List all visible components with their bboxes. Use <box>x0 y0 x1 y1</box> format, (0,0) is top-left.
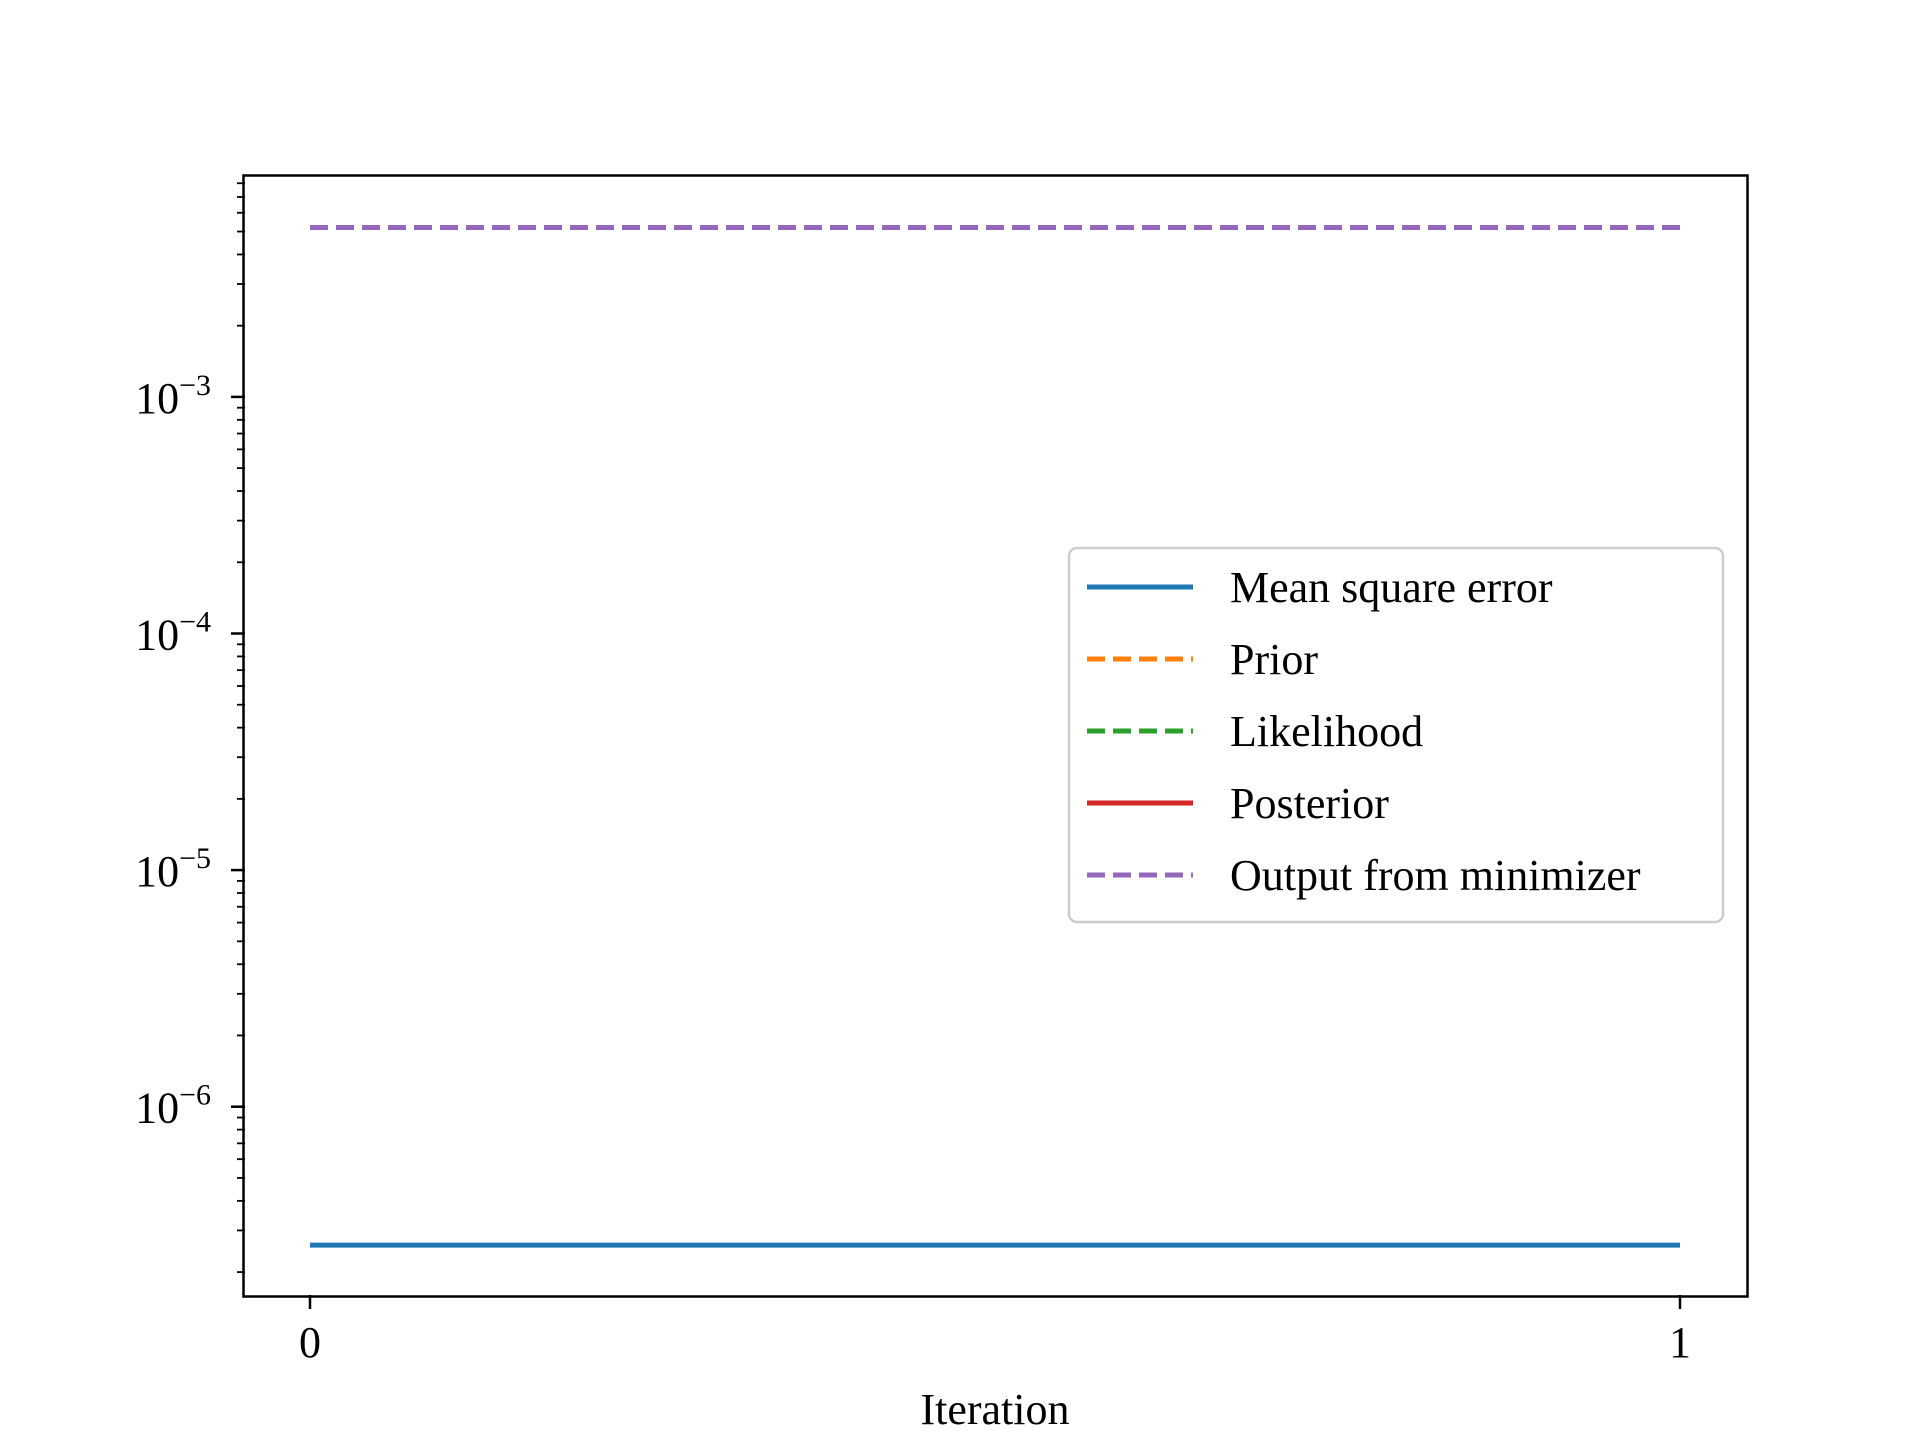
legend-label-0: Mean square error <box>1230 563 1553 612</box>
y-tick-base: 10 <box>135 847 179 896</box>
y-tick-exponent: −4 <box>179 605 211 638</box>
y-tick-label: 10−4 <box>135 605 211 659</box>
legend: Mean square error Prior Likelihood Posterio… <box>1067 546 1725 924</box>
y-tick-exponent: −3 <box>179 369 211 402</box>
legend-label-3: Posterior <box>1230 779 1389 828</box>
y-tick-label: 10−3 <box>135 369 211 423</box>
y-tick-exponent: −5 <box>179 842 211 875</box>
x-axis-title: Iteration <box>920 1385 1069 1434</box>
y-axis: 10−310−410−510−6 <box>135 182 245 1273</box>
legend-label-1: Prior <box>1230 635 1318 684</box>
y-tick-exponent: −6 <box>179 1079 211 1112</box>
series-layer <box>310 225 1680 1248</box>
plot-frame <box>242 174 1749 1298</box>
x-tick-label: 1 <box>1669 1318 1691 1367</box>
y-tick-base: 10 <box>135 610 179 659</box>
legend-label-4: Output from minimizer <box>1230 851 1641 900</box>
y-tick-label: 10−5 <box>135 842 211 896</box>
y-tick-label: 10−6 <box>135 1079 211 1133</box>
legend-label-2: Likelihood <box>1230 707 1423 756</box>
y-tick-base: 10 <box>135 374 179 423</box>
legend-box <box>1067 546 1725 924</box>
y-tick-base: 10 <box>135 1084 179 1133</box>
x-tick-label: 0 <box>299 1318 321 1367</box>
